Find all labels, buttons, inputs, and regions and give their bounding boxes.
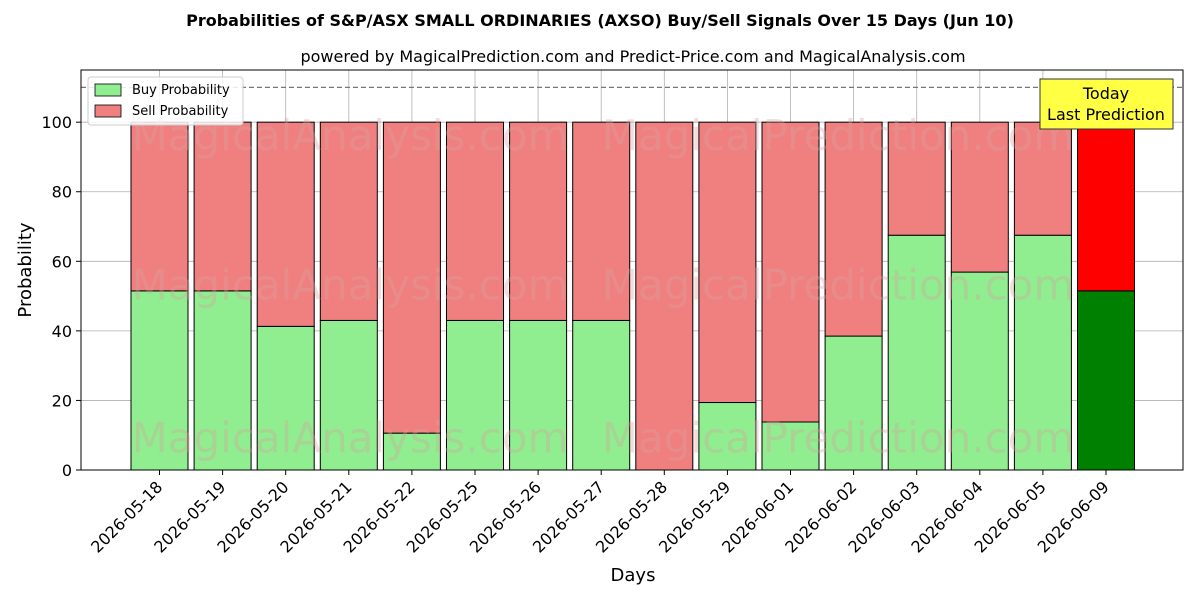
- bar-sell: [446, 121, 504, 321]
- y-tick-label: 80: [52, 183, 72, 202]
- legend-label-buy: Buy Probability: [132, 83, 230, 98]
- bar-buy: [382, 432, 441, 471]
- legend-box: [87, 76, 244, 126]
- watermark-text: MagicalPrediction.com: [602, 414, 1075, 463]
- legend-label-sell: Sell Probability: [132, 104, 229, 119]
- chart-subtitle: powered by MagicalPrediction.com and Pre…: [300, 47, 965, 66]
- bar-sell: [130, 121, 189, 292]
- y-tick-label: 0: [62, 461, 72, 480]
- y-tick-label: 100: [41, 113, 72, 132]
- bar-buy: [887, 234, 946, 471]
- bar-buy: [256, 325, 315, 471]
- y-tick-label: 40: [52, 322, 72, 341]
- bar-buy: [572, 319, 631, 471]
- today-annotation-line1: Today: [1082, 84, 1129, 103]
- bar-buy: [1077, 290, 1135, 471]
- y-tick-label: 60: [52, 252, 72, 271]
- bar-buy: [824, 335, 883, 471]
- y-tick-label: 20: [52, 391, 72, 410]
- bar-sell: [950, 121, 1009, 273]
- bar-sell: [382, 121, 441, 434]
- bar-sell: [887, 121, 946, 236]
- bar-buy: [950, 271, 1009, 471]
- watermark-text: MagicalAnalysis.com: [132, 414, 569, 463]
- legend: Buy Probability Sell Probability: [87, 76, 244, 126]
- bar-buy: [446, 319, 504, 471]
- x-ticks: 2026-05-182026-05-192026-05-202026-05-21…: [87, 470, 1113, 557]
- legend-swatch-buy: [94, 83, 122, 97]
- watermark-text: MagicalPrediction.com: [602, 261, 1075, 310]
- bar-sell: [761, 121, 820, 423]
- legend-swatch-sell: [94, 104, 122, 118]
- bar-buy: [319, 319, 378, 471]
- y-axis-label: Probability: [15, 222, 36, 317]
- chart-title: Probabilities of S&P/ASX SMALL ORDINARIE…: [186, 11, 1014, 30]
- bar-sell: [509, 121, 568, 321]
- bar-buy: [1013, 234, 1072, 471]
- bar-buy: [698, 402, 757, 471]
- bar-sell: [319, 121, 378, 321]
- bar-sell: [698, 121, 757, 404]
- bars-layer: MagicalAnalysis.com MagicalPrediction.com…: [130, 111, 1135, 471]
- bar-sell: [256, 121, 315, 327]
- plot-frame: [80, 69, 1184, 471]
- bar-sell: [1077, 121, 1135, 292]
- watermark-text: MagicalPrediction.com: [602, 111, 1075, 160]
- bar-buy: [509, 319, 568, 471]
- bar-sell: [572, 121, 631, 321]
- today-annotation-line2: Last Prediction: [1047, 105, 1165, 124]
- bar-sell: [824, 121, 883, 337]
- today-annotation-box: [1039, 78, 1174, 130]
- today-annotation: Today Last Prediction: [1039, 78, 1174, 130]
- x-axis-label: Days: [611, 565, 656, 586]
- bar-sell: [635, 121, 694, 471]
- bar-buy: [193, 290, 252, 471]
- y-ticks: 0 20 40 60 80 100: [41, 113, 81, 480]
- watermark-text: MagicalAnalysis.com: [132, 261, 569, 310]
